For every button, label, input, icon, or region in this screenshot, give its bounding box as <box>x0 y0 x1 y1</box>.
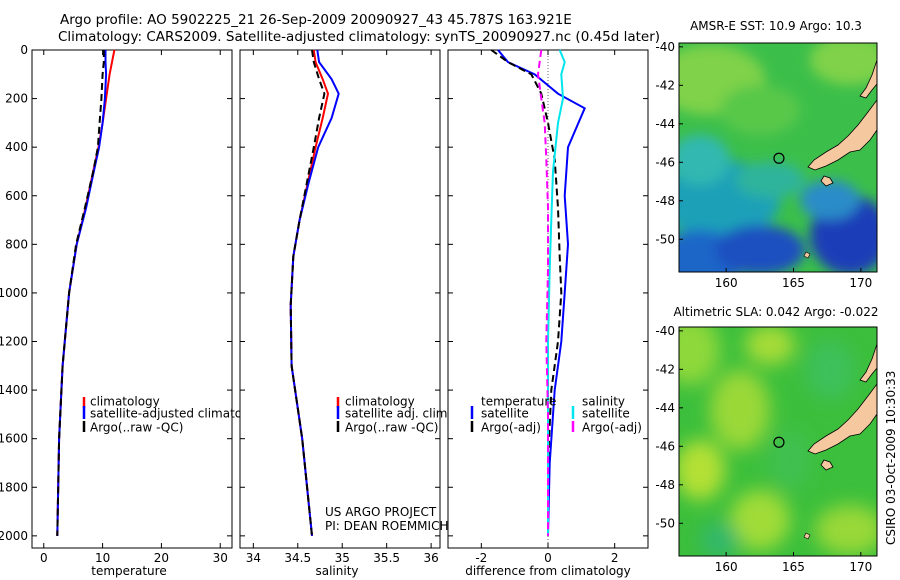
x-tick-label: 160 <box>715 560 738 574</box>
y-tick-label: 600 <box>5 189 28 203</box>
land-mass <box>807 99 877 171</box>
legend-climatology-label: climatology <box>345 395 415 409</box>
sla-map-panel: Altimetric SLA: 0.042 Argo: -0.022 160 16… <box>655 305 878 574</box>
chart-title-line2: Climatology: CARS2009. Satellite-adjuste… <box>58 29 661 45</box>
sla-map-frame <box>678 326 878 557</box>
x-tick-label: 165 <box>782 560 805 574</box>
x-tick-label: 170 <box>849 560 872 574</box>
sst-map-image <box>679 43 877 272</box>
series-line-temperature-satellite <box>497 49 586 536</box>
land-mass <box>807 383 877 455</box>
x-tick-label: 35 <box>335 551 350 565</box>
y-tick-label: -50 <box>655 232 675 246</box>
profile-location-marker <box>773 436 785 448</box>
series-line-argo-raw-qc- <box>56 50 105 536</box>
legend-sal-satellite-label: satellite <box>582 407 630 421</box>
difference-legend: temperature satellite Argo(-adj) salinit… <box>470 395 642 435</box>
y-tick-label: 400 <box>5 140 28 154</box>
difference-panel: -2 0 2 difference from climatology tempera… <box>447 49 649 578</box>
x-tick-label: 36 <box>423 551 438 565</box>
land-mass-north <box>859 59 877 99</box>
island <box>820 459 834 471</box>
x-tick-label: 160 <box>715 276 738 290</box>
series-line-argo-raw-qc- <box>289 49 326 537</box>
salinity-axes-frame <box>239 49 441 549</box>
y-tick-label: -40 <box>655 40 675 54</box>
series-line-salinity-argo-adj- <box>536 49 549 536</box>
x-tick-label: 30 <box>213 551 228 565</box>
temperature-xlabel: temperature <box>91 564 166 578</box>
sst-map-title: AMSR-E SST: 10.9 Argo: 10.3 <box>690 19 862 33</box>
temperature-legend: climatology satellite-adjusted climatolo… <box>82 395 268 435</box>
legend-temperature-heading: temperature <box>481 395 556 409</box>
y-tick-label: -48 <box>655 478 675 492</box>
profile-location-marker <box>773 152 785 164</box>
island-small <box>803 251 811 259</box>
x-tick-label: 0 <box>544 551 552 565</box>
project-label: US ARGO PROJECT <box>325 505 437 519</box>
credit-label: CSIRO 03-Oct-2009 10:30:33 <box>884 371 898 545</box>
chart-title-line1: Argo profile: AO 5902225_21 26-Sep-2009 … <box>60 12 572 28</box>
x-tick-label: 20 <box>154 551 169 565</box>
y-tick-label: 0 <box>20 43 28 57</box>
x-tick-label: 35.5 <box>373 551 400 565</box>
x-tick-label: 0 <box>40 551 48 565</box>
y-tick-label: -40 <box>655 324 675 338</box>
y-tick-label: -42 <box>655 362 675 376</box>
y-tick-label: -50 <box>655 516 675 530</box>
y-tick-label: 200 <box>5 92 28 106</box>
temperature-panel: 0 10 20 30 0 200 400 600 800 1000 1200 1400 1600 1800… <box>0 43 268 578</box>
x-tick-label: 170 <box>849 276 872 290</box>
y-tick-label: -44 <box>655 401 675 415</box>
y-tick-label: 800 <box>5 237 28 251</box>
sst-map-frame <box>678 42 878 273</box>
sla-map-image <box>679 327 877 556</box>
legend-satellite-label: satellite adj. clim. <box>345 407 451 421</box>
island <box>820 175 834 187</box>
salinity-xlabel: salinity <box>315 564 358 578</box>
x-tick-label: 34 <box>246 551 261 565</box>
island-small <box>803 532 811 540</box>
y-tick-label: -42 <box>655 78 675 92</box>
y-tick-label: 1800 <box>0 480 28 494</box>
legend-temp-satellite-label: satellite <box>481 407 529 421</box>
legend-satellite-label: satellite-adjusted climatology <box>90 407 268 421</box>
x-tick-label: 34.5 <box>284 551 311 565</box>
x-tick-label: 10 <box>95 551 110 565</box>
salinity-legend: climatology satellite adj. clim. Argo(..… <box>336 395 451 435</box>
y-tick-label: 2000 <box>0 529 28 543</box>
y-tick-label: 1600 <box>0 432 28 446</box>
series-line-temperature-argo-adj- <box>490 49 563 536</box>
sst-map-panel: AMSR-E SST: 10.9 Argo: 10.3 160 165 1 <box>655 19 878 290</box>
y-tick-label: 1200 <box>0 335 28 349</box>
temperature-axes-frame <box>31 49 233 549</box>
difference-xlabel: difference from climatology <box>465 564 631 578</box>
y-tick-label: -46 <box>655 439 675 453</box>
sla-map-title: Altimetric SLA: 0.042 Argo: -0.022 <box>673 305 878 319</box>
legend-argo-label: Argo(..raw -QC) <box>345 421 438 435</box>
y-tick-label: 1400 <box>0 383 28 397</box>
legend-argo-label: Argo(..raw -QC) <box>90 421 183 435</box>
x-tick-label: 2 <box>611 551 619 565</box>
x-tick-label: 165 <box>782 276 805 290</box>
y-tick-label: -44 <box>655 117 675 131</box>
legend-sal-argo-label: Argo(-adj) <box>582 421 642 435</box>
y-tick-label: 1000 <box>0 286 28 300</box>
y-tick-label: -46 <box>655 155 675 169</box>
land-mass-north <box>859 343 877 383</box>
salinity-panel: 34 34.5 35 35.5 36 salinity climatology sate… <box>239 49 451 578</box>
legend-salinity-heading: salinity <box>582 395 625 409</box>
legend-temp-argo-label: Argo(-adj) <box>481 421 541 435</box>
legend-climatology-label: climatology <box>90 395 160 409</box>
x-tick-label: -2 <box>475 551 487 565</box>
pi-label: PI: DEAN ROEMMICH <box>325 519 448 533</box>
y-tick-label: -48 <box>655 194 675 208</box>
